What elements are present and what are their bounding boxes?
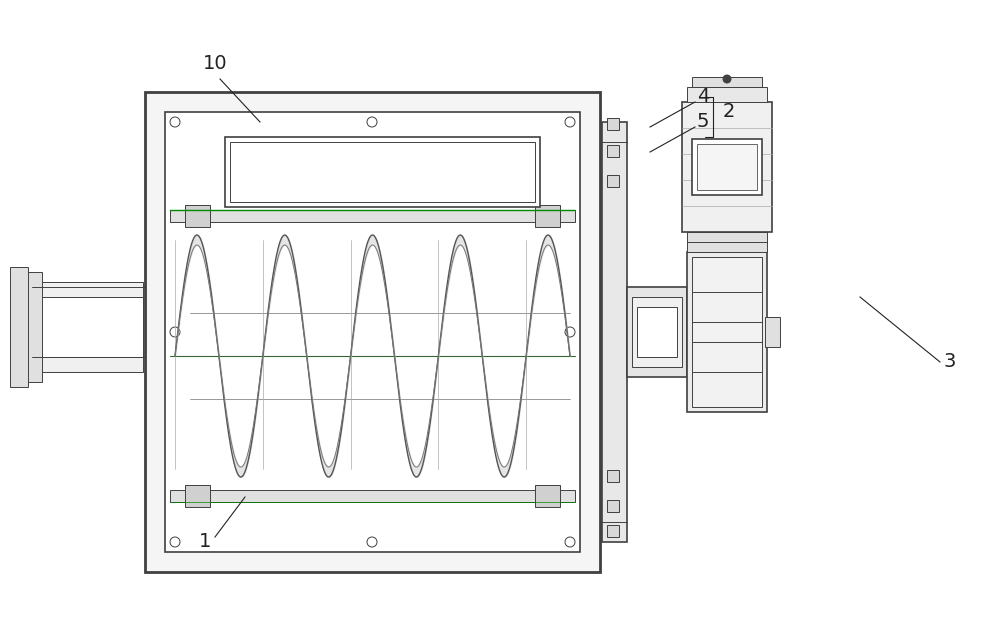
Bar <box>627 287 687 377</box>
Bar <box>170 490 575 502</box>
Bar <box>692 139 762 195</box>
Bar <box>535 205 560 227</box>
Bar <box>22 272 42 382</box>
Bar <box>185 485 210 507</box>
Bar <box>682 102 772 232</box>
Bar <box>165 112 580 552</box>
Text: 2: 2 <box>723 102 735 121</box>
Bar <box>637 307 677 357</box>
Bar <box>535 485 560 507</box>
Bar <box>687 87 767 102</box>
Text: 10: 10 <box>203 54 227 73</box>
Bar <box>225 137 540 207</box>
Bar <box>607 500 619 512</box>
Bar <box>30 282 143 372</box>
Bar <box>145 92 600 572</box>
Bar <box>170 210 575 222</box>
Bar <box>607 525 619 537</box>
Bar <box>607 145 619 157</box>
Text: 5: 5 <box>697 112 710 131</box>
Bar <box>687 252 767 412</box>
Bar <box>692 257 762 407</box>
Bar <box>10 267 28 387</box>
Bar <box>632 297 682 367</box>
Bar <box>697 144 757 190</box>
Circle shape <box>723 75 731 83</box>
Text: 1: 1 <box>199 532 211 551</box>
Bar <box>230 142 535 202</box>
Text: 3: 3 <box>944 352 956 371</box>
Bar <box>607 118 619 130</box>
Text: 4: 4 <box>697 87 709 106</box>
Bar <box>607 175 619 187</box>
Bar <box>32 297 143 357</box>
Bar <box>687 232 767 252</box>
Bar <box>185 205 210 227</box>
Bar <box>602 122 627 542</box>
Bar <box>765 317 780 347</box>
Bar <box>692 77 762 87</box>
Bar <box>607 470 619 482</box>
